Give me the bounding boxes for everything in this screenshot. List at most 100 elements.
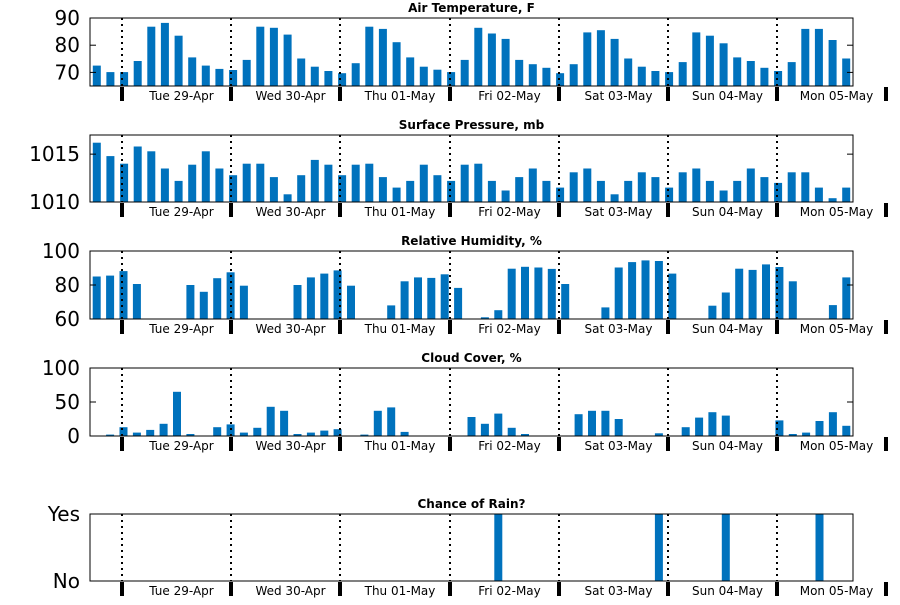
day-label-4-5: Sun 04-May xyxy=(692,584,763,598)
bar-1-52 xyxy=(801,172,810,202)
bar-3-22 xyxy=(387,407,396,436)
bar-0-6 xyxy=(174,35,183,86)
bar-2-46 xyxy=(708,305,717,319)
chart-title-0: Air Temperature, F xyxy=(408,1,535,15)
bar-3-47 xyxy=(721,415,730,436)
bar-2-48 xyxy=(735,268,744,319)
ytick-label-0-1: 80 xyxy=(55,33,80,57)
bar-2-40 xyxy=(628,262,637,319)
chart-title-4: Chance of Rain? xyxy=(417,497,525,511)
bar-2-23 xyxy=(400,281,409,319)
bar-2-18 xyxy=(333,270,342,319)
chart-panel-2: 60 80 100 Tue 29-Apr Wed 30-Apr Thu 01-May Fri… xyxy=(42,234,888,336)
bar-1-36 xyxy=(583,168,592,202)
bar-2-7 xyxy=(186,285,195,319)
bar-0-10 xyxy=(229,70,238,86)
bar-2-49 xyxy=(748,269,757,319)
bar-1-23 xyxy=(406,180,415,202)
bar-0-2 xyxy=(120,72,129,86)
bar-1-24 xyxy=(419,164,428,202)
bar-3-16 xyxy=(306,432,315,436)
ytick-label-2-1: 80 xyxy=(55,273,80,297)
bar-2-33 xyxy=(534,267,543,319)
ytick-label-0-2: 90 xyxy=(55,6,80,30)
bar-1-10 xyxy=(229,175,238,202)
bar-3-20 xyxy=(360,434,369,436)
bar-0-35 xyxy=(569,64,578,86)
ytick-label-4-1: Yes xyxy=(47,502,80,526)
day-label-0-2: Thu 01-May xyxy=(364,89,436,103)
bar-0-53 xyxy=(814,28,823,86)
bar-3-21 xyxy=(373,410,382,436)
bar-2-51 xyxy=(775,267,784,319)
bar-3-5 xyxy=(159,423,168,436)
bar-3-11 xyxy=(239,432,248,436)
day-label-3-5: Sun 04-May xyxy=(692,439,763,453)
bar-0-31 xyxy=(515,59,524,86)
bar-3-2 xyxy=(119,427,128,436)
bar-0-42 xyxy=(665,72,674,86)
bar-1-37 xyxy=(596,180,605,202)
bar-2-39 xyxy=(614,267,623,319)
bar-0-14 xyxy=(283,34,292,86)
day-label-1-3: Fri 02-May xyxy=(478,205,541,219)
bar-3-1 xyxy=(106,434,115,436)
bar-1-43 xyxy=(678,172,687,202)
bar-1-29 xyxy=(487,180,496,202)
bar-1-51 xyxy=(787,172,796,202)
bar-2-25 xyxy=(427,277,436,319)
bar-1-25 xyxy=(433,175,442,202)
bar-2-50 xyxy=(762,264,770,319)
bar-3-39 xyxy=(614,419,623,436)
bar-3-28 xyxy=(467,417,476,436)
day-label-4-2: Thu 01-May xyxy=(364,584,436,598)
bar-0-33 xyxy=(542,67,551,86)
bar-2-26 xyxy=(440,274,449,319)
bar-4-42 xyxy=(654,514,663,581)
day-label-2-6: Mon 05-May xyxy=(800,322,874,336)
bar-1-53 xyxy=(814,187,823,202)
bar-0-48 xyxy=(746,61,755,86)
bar-2-10 xyxy=(226,272,235,320)
bar-1-4 xyxy=(147,151,156,202)
bar-1-32 xyxy=(528,168,537,202)
bar-2-9 xyxy=(213,278,222,319)
bar-0-21 xyxy=(378,28,387,86)
bar-0-3 xyxy=(133,61,142,86)
bar-3-38 xyxy=(601,410,610,436)
bar-3-3 xyxy=(132,432,141,436)
day-label-4-0: Tue 29-Apr xyxy=(148,584,213,598)
day-label-1-5: Sun 04-May xyxy=(692,205,763,219)
bar-0-29 xyxy=(487,33,496,86)
bar-1-12 xyxy=(256,163,265,202)
bar-1-46 xyxy=(719,190,728,202)
bar-3-56 xyxy=(842,425,851,436)
day-label-4-4: Sat 03-May xyxy=(585,584,653,598)
bar-1-5 xyxy=(160,168,169,202)
bar-0-51 xyxy=(787,62,796,86)
bar-1-54 xyxy=(828,198,837,202)
chart-panel-0: 70 80 90 Tue 29-Apr Wed 30-Apr Thu 01-May Fri … xyxy=(55,1,888,103)
bar-2-1 xyxy=(106,275,115,319)
bar-3-44 xyxy=(681,427,690,436)
bar-2-43 xyxy=(668,273,677,319)
bar-0-44 xyxy=(692,32,701,86)
bar-0-13 xyxy=(269,27,278,86)
bar-3-23 xyxy=(400,431,409,436)
bar-0-47 xyxy=(733,57,742,86)
bar-0-32 xyxy=(528,64,537,86)
bar-1-35 xyxy=(569,172,578,202)
bar-2-42 xyxy=(654,261,663,319)
bar-1-11 xyxy=(242,163,251,202)
bar-3-29 xyxy=(480,423,489,436)
bar-1-1 xyxy=(106,156,115,202)
bar-1-0 xyxy=(92,142,101,202)
bar-0-1 xyxy=(106,72,115,86)
day-label-2-5: Sun 04-May xyxy=(692,322,763,336)
bar-0-27 xyxy=(460,59,469,86)
bar-1-18 xyxy=(338,175,347,202)
bar-0-11 xyxy=(242,59,251,86)
bar-2-52 xyxy=(788,281,797,319)
bar-0-55 xyxy=(842,58,851,86)
